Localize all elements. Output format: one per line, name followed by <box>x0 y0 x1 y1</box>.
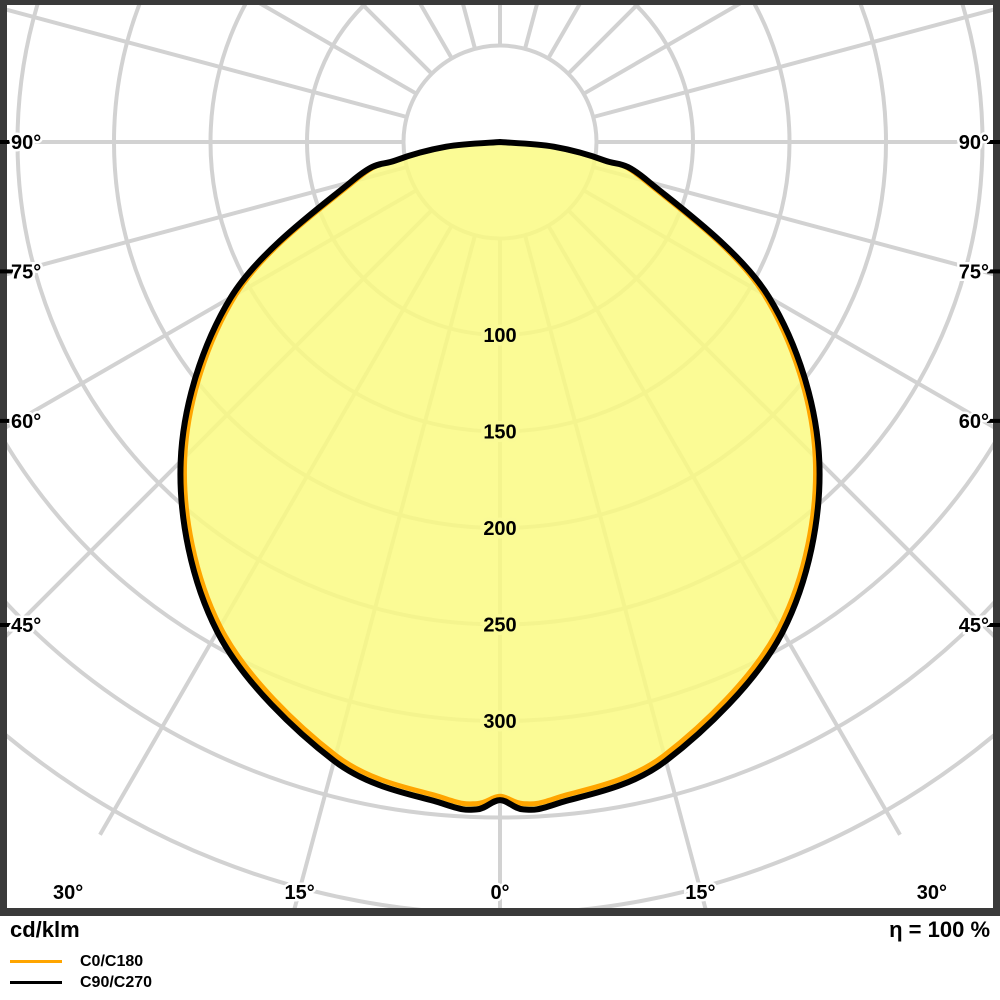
legend-label: C90/C270 <box>80 973 153 991</box>
angle-label-right: 90° <box>959 132 989 154</box>
radial-value-label: 250 <box>483 615 516 637</box>
angle-label-right: 60° <box>959 411 989 433</box>
radial-value-label: 200 <box>483 518 516 540</box>
angle-ray <box>7 7 408 119</box>
angle-tick-right <box>987 418 1000 423</box>
angle-label-right: 45° <box>959 615 989 637</box>
angle-tick-right <box>987 269 1000 274</box>
angle-tick-right <box>987 623 1000 627</box>
legend-item: C0/C180 <box>10 951 152 972</box>
angle-label-left: 45° <box>11 615 41 637</box>
c90-c270-curve <box>177 139 823 813</box>
angle-label-bottom: 15° <box>284 882 314 904</box>
legend-line-swatch <box>10 981 62 984</box>
angle-ray <box>258 5 418 96</box>
legend-item: C90/C270 <box>10 972 152 993</box>
unit-label: cd/klm <box>10 917 80 942</box>
angle-ray <box>592 165 993 277</box>
radial-value-label: 300 <box>483 711 516 733</box>
legend: C0/C180 C90/C270 <box>10 951 152 993</box>
angle-tick-left <box>0 140 13 144</box>
legend-line-swatch <box>10 960 62 963</box>
angle-tick-left <box>0 623 13 627</box>
angle-tick-left <box>0 269 13 274</box>
angle-label-bottom: 15° <box>685 882 715 904</box>
legend-label: C0/C180 <box>80 952 144 970</box>
angle-ray <box>7 165 408 277</box>
frame-right <box>993 0 1000 916</box>
radial-value-label: 100 <box>483 325 516 347</box>
distribution-fill <box>180 142 820 810</box>
frame-top <box>0 0 1000 5</box>
angle-tick-right <box>987 140 1000 144</box>
plot-area <box>7 5 993 908</box>
angle-ray <box>566 5 640 76</box>
angle-label-left: 60° <box>11 411 41 433</box>
angle-ray <box>592 7 993 119</box>
angle-label-bottom: 30° <box>917 882 947 904</box>
frame-bottom <box>0 908 1000 916</box>
angle-label-left: 90° <box>11 132 41 154</box>
angle-ray <box>360 5 434 76</box>
angle-label-bottom: 0° <box>490 882 509 904</box>
efficiency-label: η = 100 % <box>889 917 990 942</box>
angle-label-bottom: 30° <box>53 882 83 904</box>
frame-left <box>0 0 7 916</box>
radial-value-label: 150 <box>483 422 516 444</box>
angle-label-left: 75° <box>11 261 41 283</box>
angle-ray <box>582 5 742 96</box>
angle-tick-left <box>0 418 13 423</box>
angle-label-right: 75° <box>959 261 989 283</box>
